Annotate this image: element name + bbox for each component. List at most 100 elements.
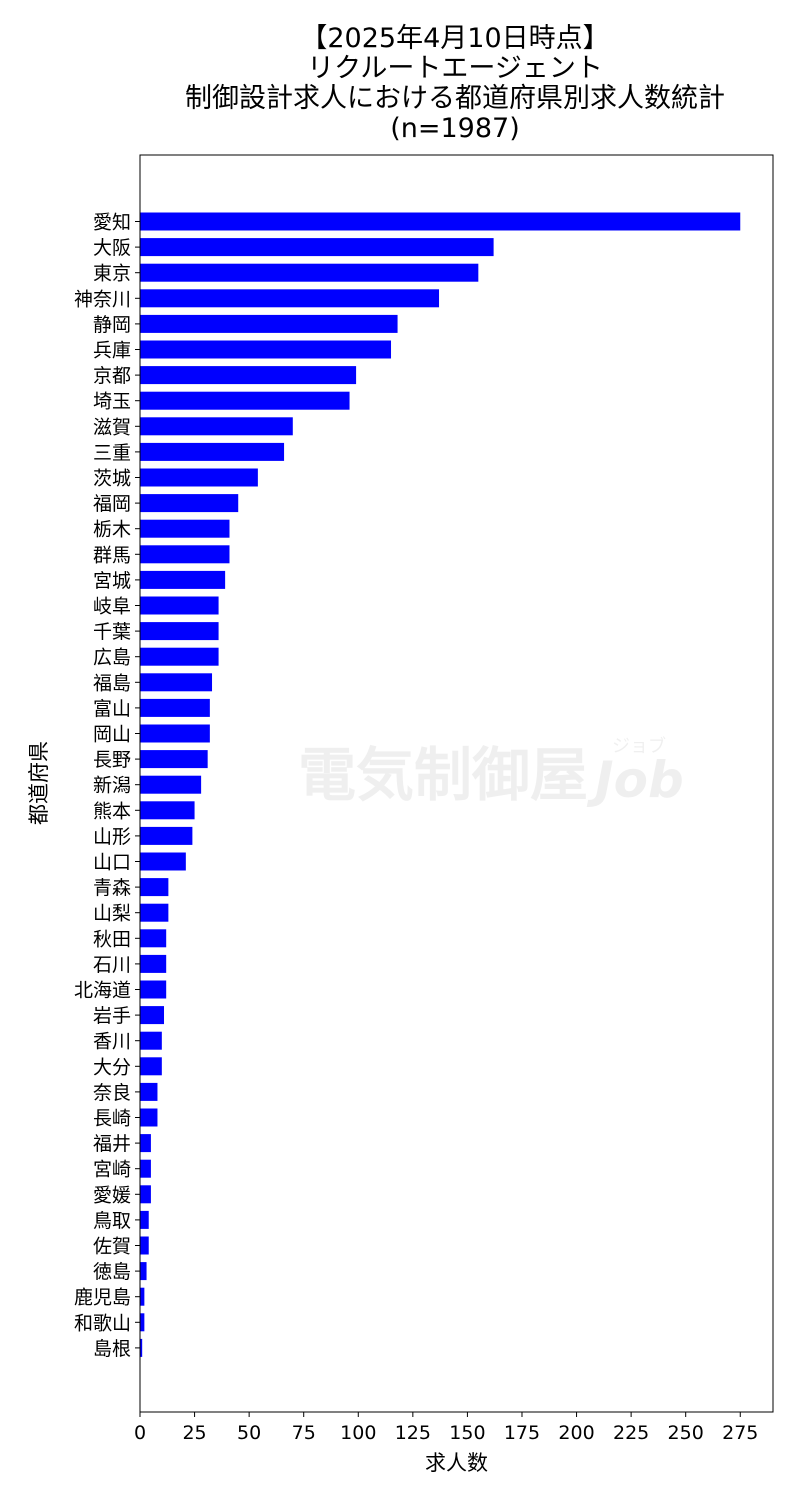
- bar: [140, 494, 239, 513]
- category-label: 富山: [93, 698, 131, 720]
- category-label: 岐阜: [93, 596, 131, 618]
- category-label: 長野: [93, 749, 131, 771]
- bar: [140, 468, 258, 487]
- category-label: 滋賀: [93, 416, 131, 438]
- category-label: 青森: [93, 877, 131, 899]
- category-label: 山口: [93, 852, 131, 874]
- bar: [140, 289, 440, 308]
- category-label: 栃木: [93, 519, 131, 541]
- plot-frame: [139, 154, 774, 1413]
- category-label: 福岡: [93, 493, 131, 515]
- x-axis-label: 求人数: [425, 1451, 488, 1475]
- category-label: 秋田: [93, 928, 131, 950]
- bar: [140, 1185, 151, 1204]
- bar: [140, 878, 169, 897]
- x-tick-label: 150: [449, 1422, 485, 1444]
- watermark-text: 電気制御屋: [298, 741, 588, 809]
- bar: [140, 750, 208, 769]
- title-line-1: 【2025年4月10日時点】: [300, 23, 610, 54]
- bar: [140, 852, 186, 871]
- bar: [140, 1262, 147, 1281]
- bar: [140, 366, 357, 385]
- x-tick-label: 275: [722, 1422, 758, 1444]
- bar: [140, 1313, 145, 1332]
- bar: [140, 1134, 151, 1153]
- bar: [140, 391, 350, 410]
- bar: [140, 903, 169, 922]
- bar: [140, 1057, 162, 1076]
- category-labels-group: 愛知大阪東京神奈川静岡兵庫京都埼玉滋賀三重茨城福岡栃木群馬宮城岐阜千葉広島福島富…: [74, 212, 140, 1360]
- bars-group: [140, 212, 741, 1357]
- category-label: 大阪: [93, 237, 131, 259]
- category-label: 宮城: [93, 570, 131, 592]
- bar: [140, 929, 167, 948]
- bar: [140, 263, 479, 282]
- bar: [140, 1031, 162, 1050]
- category-label: 埼玉: [93, 391, 131, 413]
- x-tick-label: 225: [613, 1422, 649, 1444]
- title-line-2: リクルートエージェント: [307, 53, 603, 84]
- category-label: 福島: [93, 672, 131, 694]
- bar: [140, 954, 167, 973]
- category-label: 北海道: [74, 980, 131, 1002]
- category-label: 徳島: [93, 1261, 131, 1283]
- category-label: 和歌山: [74, 1312, 131, 1334]
- category-label: 鹿児島: [74, 1287, 131, 1309]
- x-tick-label: 250: [668, 1422, 704, 1444]
- title-line-3: 制御設計求人における都道府県別求人数統計: [185, 83, 725, 114]
- bar: [140, 647, 219, 666]
- category-label: 愛媛: [93, 1184, 131, 1206]
- bar: [140, 980, 167, 999]
- category-label: 宮崎: [93, 1159, 131, 1181]
- y-axis-label: 都道府県: [27, 741, 51, 825]
- category-label: 群馬: [93, 544, 131, 566]
- bar: [140, 212, 741, 231]
- category-label: 長崎: [93, 1108, 131, 1130]
- x-tick-label: 50: [237, 1422, 261, 1444]
- category-label: 福井: [93, 1133, 131, 1155]
- category-label: 新潟: [93, 775, 131, 797]
- x-tick-label: 100: [340, 1422, 376, 1444]
- bar: [140, 596, 219, 615]
- category-label: 大分: [93, 1056, 131, 1078]
- x-ticks-group: 0 25 50 75 100 125 150 175 200 225 250 275: [134, 1412, 758, 1444]
- bar: [140, 826, 193, 845]
- category-label: 静岡: [93, 314, 131, 336]
- bar: [140, 442, 285, 461]
- category-label: 岡山: [93, 724, 131, 746]
- x-tick-label: 25: [182, 1422, 206, 1444]
- category-label: 千葉: [93, 621, 131, 643]
- category-label: 兵庫: [93, 340, 131, 362]
- bar: [140, 1210, 149, 1229]
- x-tick-label: 175: [504, 1422, 540, 1444]
- watermark-ruby: ジョブ: [612, 735, 666, 757]
- bar: [140, 417, 293, 436]
- bar: [140, 622, 219, 641]
- chart-title: 【2025年4月10日時点】 リクルートエージェント 制御設計求人における都道府…: [0, 24, 800, 144]
- bar: [140, 775, 202, 794]
- x-tick-label: 125: [395, 1422, 431, 1444]
- x-tick-label: 200: [558, 1422, 594, 1444]
- watermark-suffix: Job: [586, 751, 684, 809]
- bar: [140, 1082, 158, 1101]
- category-label: 茨城: [93, 468, 131, 490]
- bar: [140, 1006, 165, 1025]
- bar: [140, 570, 226, 589]
- bar: [140, 673, 213, 692]
- title-line-4: (n=1987): [390, 113, 520, 144]
- category-label: 広島: [93, 647, 131, 669]
- category-label: 奈良: [93, 1082, 131, 1104]
- x-tick-label: 0: [134, 1422, 146, 1444]
- bar: [140, 698, 210, 717]
- bar: [140, 519, 230, 538]
- category-label: 山形: [93, 826, 131, 848]
- category-label: 東京: [93, 263, 131, 285]
- category-label: 愛知: [93, 212, 131, 234]
- category-label: 京都: [93, 365, 131, 387]
- category-label: 神奈川: [74, 288, 131, 310]
- category-label: 鳥取: [93, 1210, 131, 1232]
- category-label: 島根: [93, 1338, 131, 1360]
- bar: [140, 238, 494, 257]
- category-label: 熊本: [93, 800, 131, 822]
